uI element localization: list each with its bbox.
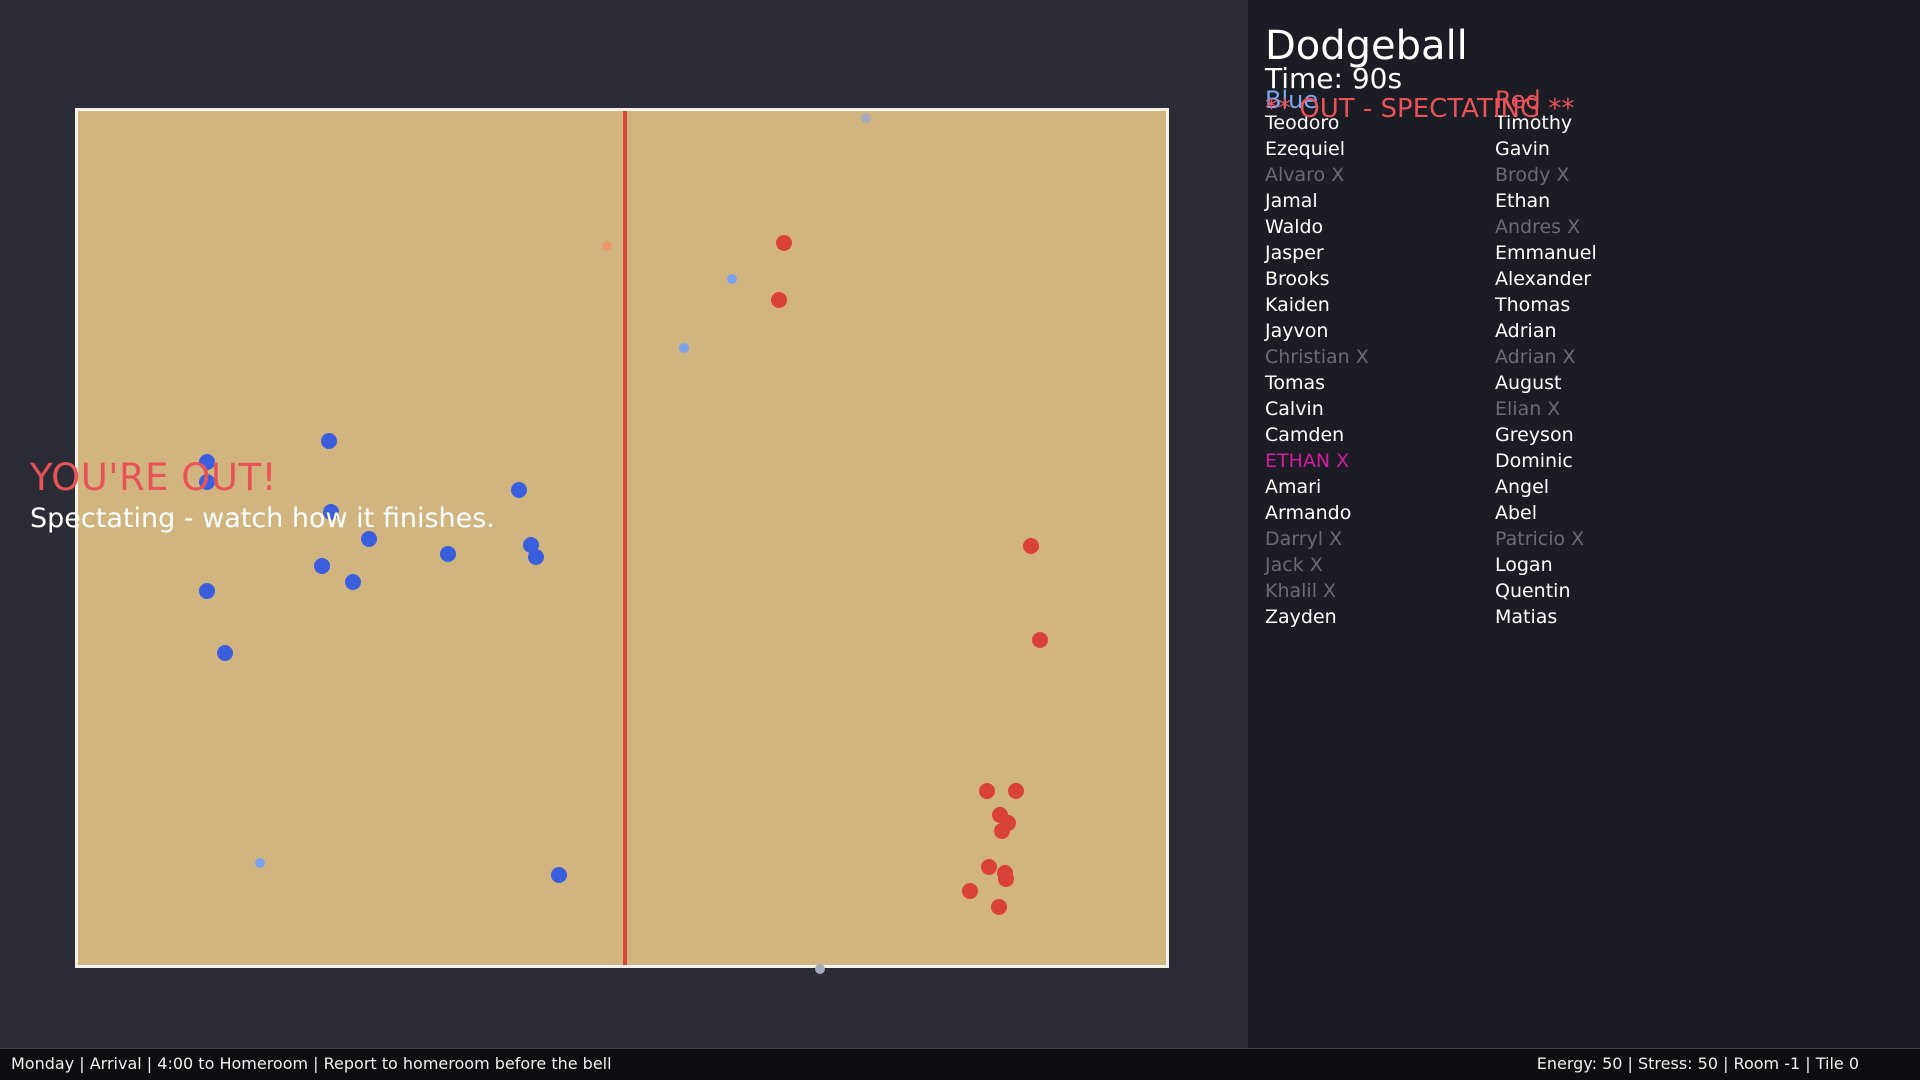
blue-roster-player: Alvaro X [1265,164,1345,186]
blue-roster: Teodoro Ezequiel Alvaro X Jamal Waldo Jasper B… [1265,110,1369,630]
red-roster-player: Alexander [1495,268,1592,290]
blue-roster-player: Armando [1265,502,1352,524]
red-player [776,235,792,251]
red-player [998,871,1014,887]
blue-player [345,574,361,590]
red-player [991,899,1007,915]
blue-roster-player: Jayvon [1265,320,1329,342]
red-roster-player: Adrian [1495,320,1557,342]
red-player [1032,632,1048,648]
blue-roster-player: Amari [1265,476,1322,498]
blue-roster-player: Tomas [1265,372,1326,394]
blue-roster-player: Waldo [1265,216,1324,238]
red-roster-player: Quentin [1495,580,1571,602]
blue-player [440,546,456,562]
ball [727,274,737,284]
status-bar: Monday | Arrival | 4:00 to Homeroom | Re… [0,1048,1920,1080]
red-team-header: Red [1495,86,1541,114]
red-roster-player: Timothy [1495,112,1573,134]
red-roster-player: Brody X [1495,164,1570,186]
blue-player [199,454,215,470]
blue-roster-player: Jack X [1265,554,1323,576]
blue-roster-player: Khalil X [1265,580,1337,602]
blue-roster-player: Jasper [1265,242,1324,264]
red-roster-player: Elian X [1495,398,1561,420]
out-status-banner: ** OUT - SPECTATING ** [1265,94,1575,124]
blue-roster-player: Jamal [1265,190,1318,212]
blue-team-header: Blue [1265,86,1319,114]
out-subtitle: Spectating - watch how it finishes. [30,503,495,534]
red-roster-player: Dominic [1495,450,1573,472]
ball [815,964,825,974]
red-player [994,823,1010,839]
red-roster-player: Thomas [1495,294,1571,316]
red-roster-player: Adrian X [1495,346,1576,368]
blue-player [217,645,233,661]
red-roster-player: August [1495,372,1562,394]
red-roster: Timothy Gavin Brody X Ethan Andres X Emmanuel… [1495,110,1597,630]
blue-roster-player: Christian X [1265,346,1369,368]
red-roster-player: Logan [1495,554,1553,576]
ball [861,113,871,123]
blue-player [511,482,527,498]
scoreboard-panel: Dodgeball Time: 90s Blue Red Teodoro Ezeq… [1248,0,1920,1048]
blue-roster-player: Teodoro [1265,112,1340,134]
red-roster-player: Abel [1495,502,1538,524]
red-roster-player: Matias [1495,606,1558,628]
blue-roster-player: Calvin [1265,398,1324,420]
ball [255,858,265,868]
blue-roster-player: Zayden [1265,606,1337,628]
timer: Time: 90s [1265,62,1403,95]
red-roster-player: Patricio X [1495,528,1585,550]
blue-player [321,433,337,449]
blue-player [199,474,215,490]
blue-player [323,504,339,520]
red-player [979,783,995,799]
red-player [962,883,978,899]
out-message: YOU'RE OUT! Spectating - watch how it fi… [30,456,495,536]
blue-roster-player: Brooks [1265,268,1330,290]
blue-player [199,583,215,599]
blue-roster-player: Kaiden [1265,294,1330,316]
dodgeball-court [75,108,1169,974]
game-title: Dodgeball [1265,23,1468,69]
red-player [981,859,997,875]
red-player [1008,783,1024,799]
blue-player [528,549,544,565]
blue-roster-player: Ezequiel [1265,138,1346,160]
ball [602,241,612,251]
ball [679,343,689,353]
red-player [1023,538,1039,554]
blue-player [551,867,567,883]
red-roster-player: Angel [1495,476,1550,498]
blue-player [314,558,330,574]
schedule-status: Monday | Arrival | 4:00 to Homeroom | Re… [11,1054,612,1073]
blue-roster-player: Darryl X [1265,528,1343,550]
blue-roster-player: Camden [1265,424,1345,446]
red-player [771,292,787,308]
blue-roster-player: ETHAN X [1265,450,1350,472]
red-roster-player: Emmanuel [1495,242,1597,264]
player-stats: Energy: 50 | Stress: 50 | Room -1 | Tile… [1536,1054,1859,1073]
game-area: YOU'RE OUT! Spectating - watch how it fi… [30,108,1169,974]
red-roster-player: Gavin [1495,138,1550,160]
out-title: YOU'RE OUT! [30,456,277,499]
red-roster-player: Andres X [1495,216,1581,238]
red-roster-player: Ethan [1495,190,1551,212]
red-roster-player: Greyson [1495,424,1574,446]
blue-player [361,531,377,547]
center-line [623,111,627,965]
